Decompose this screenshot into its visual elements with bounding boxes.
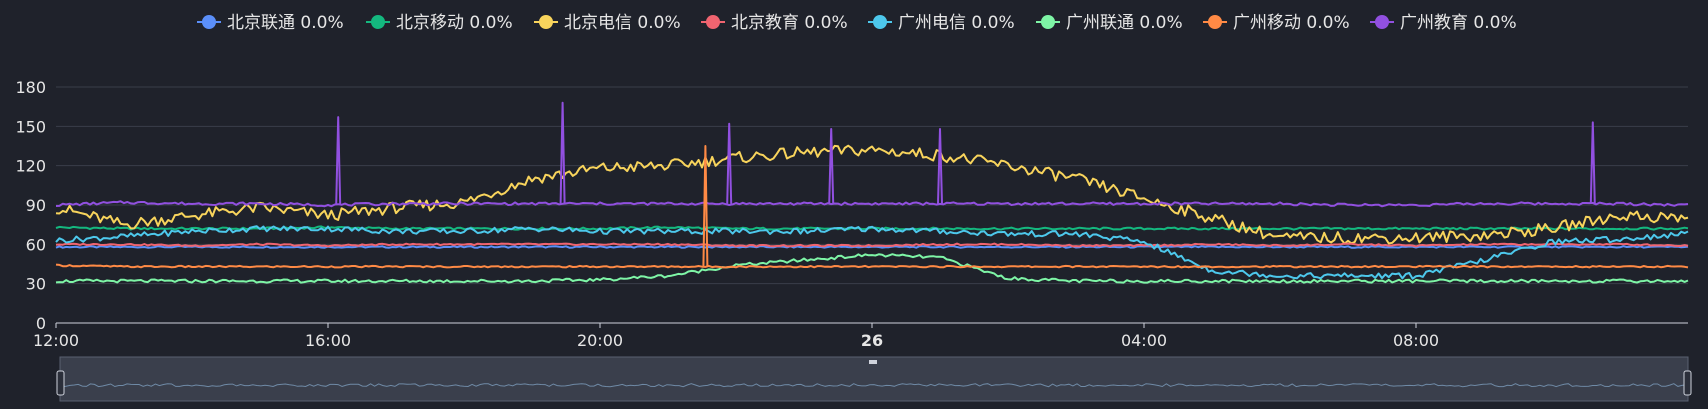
y-tick-label: 60 <box>26 235 46 254</box>
legend-marker <box>202 15 216 29</box>
legend-label: 广州联通 0.0% <box>1066 13 1183 33</box>
legend-marker <box>1375 15 1389 29</box>
y-tick-label: 120 <box>15 157 46 176</box>
series-spike <box>335 116 342 206</box>
legend-item[interactable]: 北京联通 0.0% <box>197 13 344 33</box>
series-spike <box>937 127 943 204</box>
series-spike <box>726 122 733 204</box>
legend: 北京联通 0.0% 北京移动 0.0% 北京电信 0.0% 北京教育 0.0% 广州电信… <box>197 13 1517 33</box>
legend-marker <box>873 15 887 29</box>
slider-preview-line <box>61 383 1687 388</box>
legend-label: 北京电信 0.0% <box>564 13 681 33</box>
x-tick-label: 26 <box>861 331 883 350</box>
y-axis-ticks: 0 30 60 90 120 150 180 <box>15 78 46 333</box>
legend-item[interactable]: 广州教育 0.0% <box>1370 13 1517 33</box>
series-line <box>55 225 1689 280</box>
series-spike <box>702 145 709 267</box>
slider-drag-grip[interactable] <box>869 360 877 364</box>
legend-marker <box>1041 15 1055 29</box>
legend-marker <box>706 15 720 29</box>
legend-item[interactable]: 广州移动 0.0% <box>1203 13 1350 33</box>
legend-item[interactable]: 北京移动 0.0% <box>366 13 513 33</box>
y-tick-label: 90 <box>26 196 46 215</box>
y-tick-label: 180 <box>15 78 46 97</box>
x-tick-label: 16:00 <box>305 331 351 350</box>
legend-label: 广州教育 0.0% <box>1400 13 1517 33</box>
legend-label: 广州电信 0.0% <box>898 13 1015 33</box>
data-zoom-slider[interactable] <box>56 356 1692 402</box>
legend-label: 北京联通 0.0% <box>227 13 344 33</box>
series-line <box>55 253 1689 284</box>
legend-label: 北京教育 0.0% <box>731 13 848 33</box>
series-line <box>55 242 1689 248</box>
x-axis: 12:00 16:00 20:00 26 04:00 08:00 <box>33 322 1688 350</box>
legend-marker <box>371 15 385 29</box>
legend-label: 北京移动 0.0% <box>396 13 513 33</box>
series-line <box>55 144 1689 245</box>
series-spike <box>1589 121 1596 204</box>
y-tick-label: 0 <box>36 314 46 333</box>
x-tick-label: 12:00 <box>33 331 79 350</box>
series-spike <box>559 101 566 204</box>
slider-handle-right[interactable] <box>1683 370 1692 396</box>
slider-handle-left[interactable] <box>56 370 65 396</box>
legend-marker <box>539 15 553 29</box>
slider-track[interactable] <box>59 356 1689 402</box>
legend-item[interactable]: 北京教育 0.0% <box>701 13 848 33</box>
y-tick-label: 30 <box>26 275 46 294</box>
y-tick-label: 150 <box>15 117 46 136</box>
legend-label: 广州移动 0.0% <box>1233 13 1350 33</box>
x-tick-label: 04:00 <box>1121 331 1167 350</box>
series-spike <box>828 127 835 204</box>
legend-item[interactable]: 广州联通 0.0% <box>1036 13 1183 33</box>
legend-marker <box>1208 15 1222 29</box>
series-line <box>55 263 1689 269</box>
legend-item[interactable]: 北京电信 0.0% <box>534 13 681 33</box>
x-tick-label: 08:00 <box>1393 331 1439 350</box>
legend-item[interactable]: 广州电信 0.0% <box>868 13 1015 33</box>
plot-area <box>55 101 1689 284</box>
series-line <box>55 200 1689 208</box>
x-tick-label: 20:00 <box>577 331 623 350</box>
